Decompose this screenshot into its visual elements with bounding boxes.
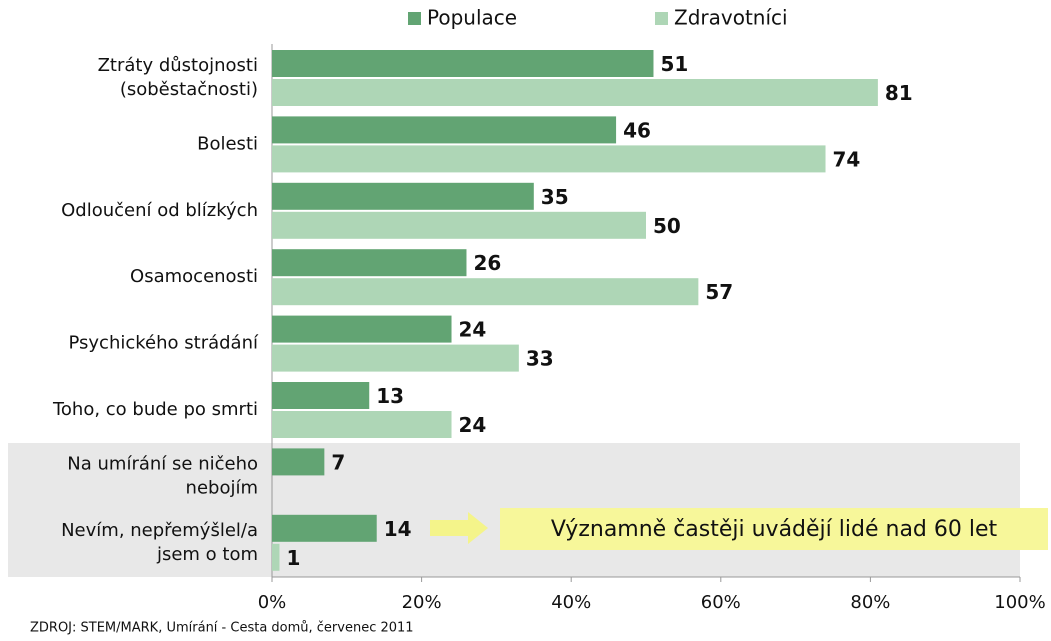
bar — [272, 543, 280, 571]
bar — [272, 315, 452, 343]
legend-swatch — [655, 12, 668, 25]
y-tick-label: Odloučení od blízkých — [61, 200, 258, 221]
value-label: 13 — [376, 384, 404, 408]
legend-label: Populace — [427, 6, 517, 30]
bar — [272, 211, 646, 239]
bar — [272, 79, 878, 106]
value-label: 24 — [459, 413, 487, 437]
bar — [272, 182, 534, 210]
bar — [272, 278, 699, 306]
y-tick-label: Toho, co bude po smrti — [52, 399, 258, 420]
x-tick-label: 20% — [402, 592, 442, 613]
value-label: 7 — [331, 450, 345, 474]
bar — [272, 249, 467, 277]
bar — [272, 382, 370, 409]
bar — [272, 448, 325, 476]
value-label: 26 — [473, 251, 501, 275]
legend-label: Zdravotníci — [674, 6, 788, 30]
y-tick-label: Nevím, nepřemýšlel/a jsem o tom — [61, 520, 258, 565]
bar — [272, 116, 617, 144]
annotation-box — [500, 508, 1048, 550]
bar — [272, 514, 377, 542]
x-tick-label: 60% — [701, 592, 741, 613]
value-label: 74 — [833, 147, 861, 171]
x-tick-label: 100% — [994, 592, 1045, 613]
bar — [272, 50, 654, 77]
y-tick-label: Ztráty důstojnosti (soběstačnosti) — [98, 55, 258, 100]
y-tick-label: Osamocenosti — [130, 266, 258, 287]
value-label: 33 — [526, 347, 554, 371]
value-label: 1 — [286, 546, 300, 570]
bar — [272, 145, 826, 173]
value-label: 35 — [541, 185, 569, 209]
y-tick-label: Psychického strádání — [68, 333, 259, 354]
bar — [272, 411, 452, 438]
value-label: 81 — [885, 81, 913, 105]
value-label: 14 — [384, 517, 412, 541]
x-tick-label: 80% — [850, 592, 890, 613]
annotation: Významně častěji uvádějí lidé nad 60 let — [551, 517, 998, 542]
value-label: 51 — [660, 52, 688, 76]
source: ZDROJ: STEM/MARK, Umírání - Cesta domů, … — [30, 621, 414, 636]
y-tick-label: Na umírání se ničeho nebojím — [67, 453, 258, 498]
y-tick-label: Bolesti — [197, 133, 258, 154]
value-label: 50 — [653, 214, 681, 238]
value-label: 46 — [623, 118, 651, 142]
x-tick-label: 0% — [258, 592, 287, 613]
value-label: 57 — [705, 280, 733, 304]
bar — [272, 344, 519, 372]
x-tick-label: 40% — [551, 592, 591, 613]
value-label: 24 — [459, 318, 487, 342]
arrow — [430, 512, 488, 544]
legend-swatch — [408, 12, 421, 25]
